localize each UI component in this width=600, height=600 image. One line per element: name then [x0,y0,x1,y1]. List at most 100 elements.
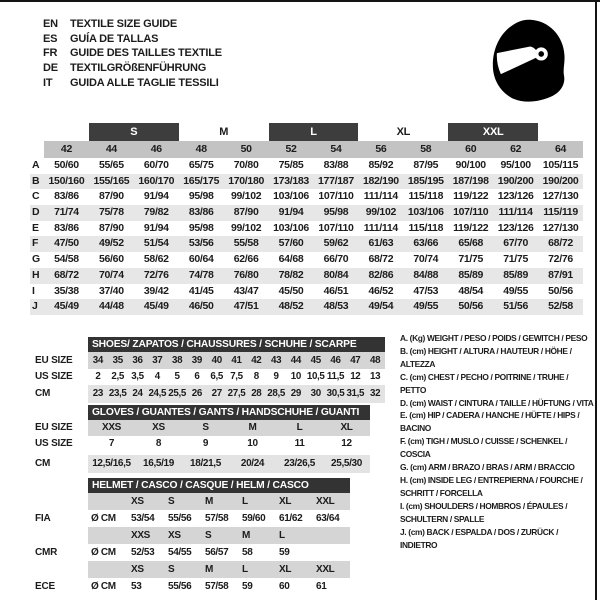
measurement-cell: 85/92 [368,159,394,171]
row-letter: D [30,205,44,221]
measurement-cell: 127/130 [542,221,579,234]
measurement-cell: 61/63 [358,236,404,253]
measurement-cell: 46/51 [323,284,349,297]
helmet-header-spacer [35,478,88,493]
measurement-cell: 87/90 [98,190,124,203]
measurement-cell: 185/195 [403,173,449,190]
language-code: FR [43,47,58,60]
language-line: EN TEXTILE SIZE GUIDE [43,17,222,32]
language-title: GUÍA DE TALLAS [70,32,159,45]
helmet-label-spacer [35,493,88,510]
shoes-cell: 23,5 [107,385,128,403]
measurement-cell: 107/110 [448,205,494,221]
gloves-cell: 7 [108,438,115,449]
helmet-value-cell: 55/56 [168,581,192,592]
language-code: ES [43,32,58,45]
measurement-cell: 91/94 [143,190,169,203]
size-header-cell: 52 [268,141,314,158]
size-group-xl: XL [396,126,411,138]
size-header-cell: 56 [358,141,404,158]
shoes-cell: 26 [186,385,207,403]
gloves-table-title: GLOVES / GUANTES / GANTS / HANDSCHUHE / … [88,405,370,420]
measurement-cell: 75/78 [88,205,134,221]
gloves-cell: 23/26,5 [276,455,323,473]
measurement-cell: 46/52 [368,284,394,297]
shoes-cell: 6 [194,371,200,382]
measurement-cell: 47/50 [44,236,89,253]
measurement-cell: 49/52 [88,236,134,253]
shoes-cell: 28,5 [266,385,286,403]
measurement-cell: 49/55 [503,284,528,297]
language-line: DE TEXTILGRÖßENFÜHRUNG [43,61,222,76]
measurement-cell: 111/114 [363,190,398,203]
shoes-cell: 43 [266,352,286,369]
shoes-cell: 11,5 [326,371,345,382]
shoes-cell: 24,5 [147,385,168,403]
size-header-cell: 64 [538,141,583,158]
shoes-cell: 2,5 [111,371,124,382]
measurement-cell: 65/68 [448,236,494,253]
helmet-unit-cell: Ø CM [91,513,116,524]
measurement-cell: 78/82 [268,267,314,284]
measurement-cell: 155/165 [88,173,134,190]
size-group-m: M [219,126,229,138]
measurement-cell: 44/48 [88,299,134,315]
row-letter: A [32,159,40,171]
measurement-cell: 190/200 [538,173,583,190]
helmet-table-title: HELMET / CASCO / CASQUE / HELM / CASCO [88,478,350,493]
measurement-cell: 37/40 [98,284,124,297]
measurement-cell: 67/70 [493,236,539,253]
size-group-spacer-left [30,123,89,141]
helmet-standard-label: ECE [35,581,55,592]
measurement-cell: 85/89 [493,267,539,284]
shoes-cell: 7,5 [230,371,243,382]
measurement-cell: 48/53 [313,299,359,315]
measurement-cell: 75/85 [278,159,304,171]
shoes-cell: 27,5 [226,385,247,403]
row-letter: G [32,253,40,266]
measurement-legend: A. (Kg) WEIGHT / PESO / POIDS / GEWITCH … [400,332,596,551]
helmet-size-cell [313,527,350,544]
measurement-cell: 83/86 [54,221,79,234]
measurement-cell: 49/55 [403,299,449,315]
textile-size-table: S M L XL XXL 42 44 46 48 50 52 54 56 58 60 62 64 A 50/60 55… [30,123,583,315]
shoes-cell: 4 [154,371,160,382]
language-code: EN [43,18,58,31]
measurement-cell: 70/74 [413,253,439,266]
helmet-size-cell: S [165,561,202,578]
shoes-cell: 10,5 [306,371,325,382]
gloves-cell: XS [135,420,182,436]
helmet-size-cell: M [202,493,239,510]
measurement-cell: 70/80 [233,159,259,171]
shoes-row-label: US SIZE [35,371,73,382]
shoes-cell: 42 [246,352,267,369]
measurement-cell: 99/102 [230,190,262,203]
helmet-size-cell: XL [276,561,313,578]
helmet-size-spacer [88,527,128,544]
size-header-cell: 44 [88,141,134,158]
gloves-cell: XL [323,420,370,436]
measurement-cell: 182/190 [358,173,404,190]
shoes-cell: 27 [206,385,227,403]
measurement-cell: 95/98 [188,190,214,203]
top-border-line [0,0,600,2]
gloves-size-table: GLOVES / GUANTES / GANTS / HANDSCHUHE / … [35,405,370,473]
shoes-size-table: SHOES/ ZAPATOS / CHAUSSURES / SCHUHE / S… [35,337,385,403]
helmet-value-cell: 53 [131,581,142,592]
shoes-cell: 45 [305,352,326,369]
shoes-cell: 13 [369,371,381,382]
measurement-cell: 56/60 [98,253,124,266]
language-title: GUIDE DES TAILLES TEXTILE [70,47,222,60]
measurement-cell: 53/56 [178,236,224,253]
helmet-size-cell: S [165,493,202,510]
shoes-cell: 6,5 [210,371,223,382]
shoes-cell: 23 [88,385,108,403]
measurement-cell: 48/52 [268,299,314,315]
size-header-cell: 50 [223,141,269,158]
language-title-list: EN TEXTILE SIZE GUIDE ES GUÍA DE TALLAS FR GU… [43,17,222,90]
shoes-cell: 41 [226,352,247,369]
measurement-cell: 119/122 [453,221,489,234]
helmet-value-cell: 56/57 [205,547,229,558]
measurement-cell: 79/82 [133,205,179,221]
